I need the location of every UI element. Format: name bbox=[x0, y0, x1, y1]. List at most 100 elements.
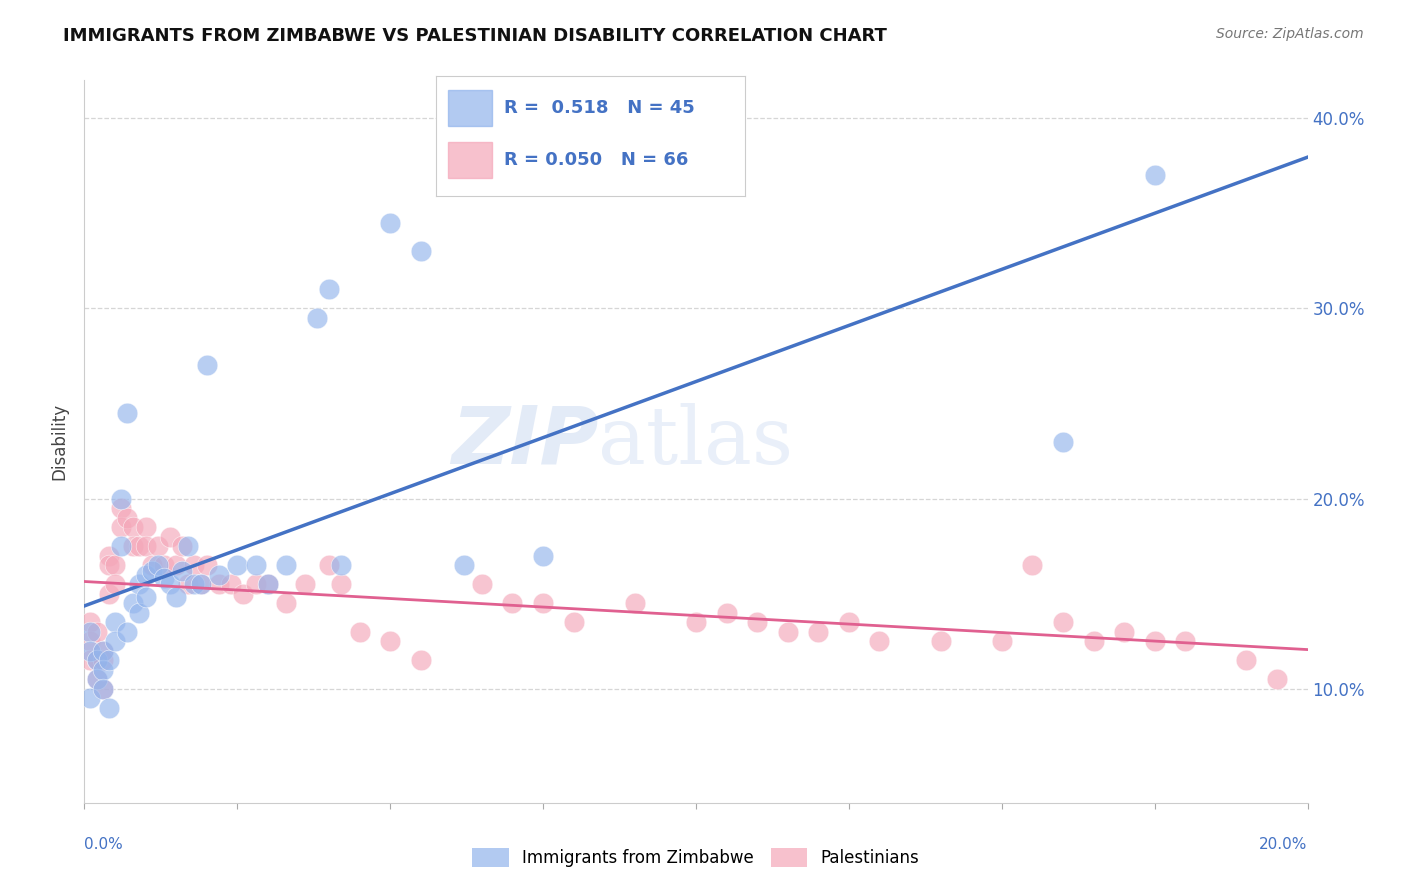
Point bbox=[208, 577, 231, 591]
Point bbox=[409, 653, 432, 667]
Point bbox=[141, 564, 163, 578]
Point bbox=[929, 634, 952, 648]
Point bbox=[257, 577, 280, 591]
Point bbox=[91, 663, 114, 677]
Point bbox=[177, 539, 200, 553]
Point bbox=[79, 643, 101, 657]
Point bbox=[91, 643, 114, 657]
Point bbox=[110, 520, 132, 534]
Point bbox=[153, 571, 176, 585]
Point bbox=[183, 577, 205, 591]
Point bbox=[97, 587, 120, 601]
Point bbox=[1236, 653, 1258, 667]
Point bbox=[79, 653, 101, 667]
Point bbox=[135, 591, 157, 605]
Point bbox=[562, 615, 585, 630]
Point bbox=[104, 634, 127, 648]
Y-axis label: Disability: Disability bbox=[51, 403, 69, 480]
Point bbox=[97, 549, 120, 563]
Point bbox=[104, 615, 127, 630]
Point bbox=[91, 681, 114, 696]
Point bbox=[159, 577, 181, 591]
Point bbox=[1265, 672, 1288, 686]
Point bbox=[183, 558, 205, 573]
Point bbox=[318, 558, 340, 573]
Text: ZIP: ZIP bbox=[451, 402, 598, 481]
Point bbox=[232, 587, 254, 601]
Point bbox=[245, 577, 267, 591]
Point bbox=[135, 539, 157, 553]
Point bbox=[165, 558, 187, 573]
Point bbox=[838, 615, 860, 630]
Point bbox=[245, 558, 267, 573]
Point bbox=[226, 558, 249, 573]
Point bbox=[86, 624, 108, 639]
Point bbox=[1114, 624, 1136, 639]
Text: 20.0%: 20.0% bbox=[1260, 837, 1308, 852]
Point bbox=[807, 624, 830, 639]
Point bbox=[146, 539, 169, 553]
Text: Source: ZipAtlas.com: Source: ZipAtlas.com bbox=[1216, 27, 1364, 41]
Point bbox=[110, 491, 132, 506]
Point bbox=[97, 653, 120, 667]
Point bbox=[1143, 634, 1166, 648]
Point bbox=[195, 359, 218, 373]
Point bbox=[531, 596, 554, 610]
Text: IMMIGRANTS FROM ZIMBABWE VS PALESTINIAN DISABILITY CORRELATION CHART: IMMIGRANTS FROM ZIMBABWE VS PALESTINIAN … bbox=[63, 27, 887, 45]
Point bbox=[531, 549, 554, 563]
Point bbox=[86, 653, 108, 667]
Point bbox=[257, 577, 280, 591]
Point bbox=[380, 216, 402, 230]
Point bbox=[747, 615, 769, 630]
Point bbox=[294, 577, 316, 591]
Point bbox=[330, 558, 353, 573]
Point bbox=[502, 596, 524, 610]
Point bbox=[135, 520, 157, 534]
Point bbox=[165, 591, 187, 605]
Point bbox=[86, 653, 108, 667]
Point bbox=[122, 596, 145, 610]
Point bbox=[104, 577, 127, 591]
Point bbox=[115, 406, 138, 420]
Point bbox=[122, 520, 145, 534]
Point bbox=[122, 539, 145, 553]
Point bbox=[115, 624, 138, 639]
Point bbox=[1174, 634, 1197, 648]
Point bbox=[79, 691, 101, 706]
Point bbox=[349, 624, 371, 639]
Point bbox=[153, 558, 176, 573]
Point bbox=[172, 539, 194, 553]
Point bbox=[79, 615, 101, 630]
Point bbox=[869, 634, 891, 648]
Point bbox=[624, 596, 647, 610]
Point bbox=[86, 672, 108, 686]
Text: R =  0.518   N = 45: R = 0.518 N = 45 bbox=[503, 99, 695, 118]
Point bbox=[190, 577, 212, 591]
Point bbox=[991, 634, 1014, 648]
Point bbox=[471, 577, 494, 591]
Point bbox=[1021, 558, 1043, 573]
Point bbox=[177, 577, 200, 591]
Bar bbox=[449, 90, 492, 127]
Point bbox=[91, 653, 114, 667]
Point bbox=[110, 501, 132, 516]
Point bbox=[128, 606, 150, 620]
Legend: Immigrants from Zimbabwe, Palestinians: Immigrants from Zimbabwe, Palestinians bbox=[465, 841, 927, 874]
Point bbox=[190, 577, 212, 591]
Point bbox=[219, 577, 242, 591]
Point bbox=[135, 567, 157, 582]
Point bbox=[159, 530, 181, 544]
Point bbox=[86, 672, 108, 686]
Point bbox=[276, 558, 298, 573]
Text: 0.0%: 0.0% bbox=[84, 837, 124, 852]
Point bbox=[128, 539, 150, 553]
Point bbox=[330, 577, 353, 591]
Point bbox=[104, 558, 127, 573]
Point bbox=[97, 558, 120, 573]
Point bbox=[685, 615, 707, 630]
Point bbox=[409, 244, 432, 259]
Point bbox=[172, 564, 194, 578]
Point bbox=[208, 567, 231, 582]
Point bbox=[110, 539, 132, 553]
Point bbox=[1052, 615, 1074, 630]
